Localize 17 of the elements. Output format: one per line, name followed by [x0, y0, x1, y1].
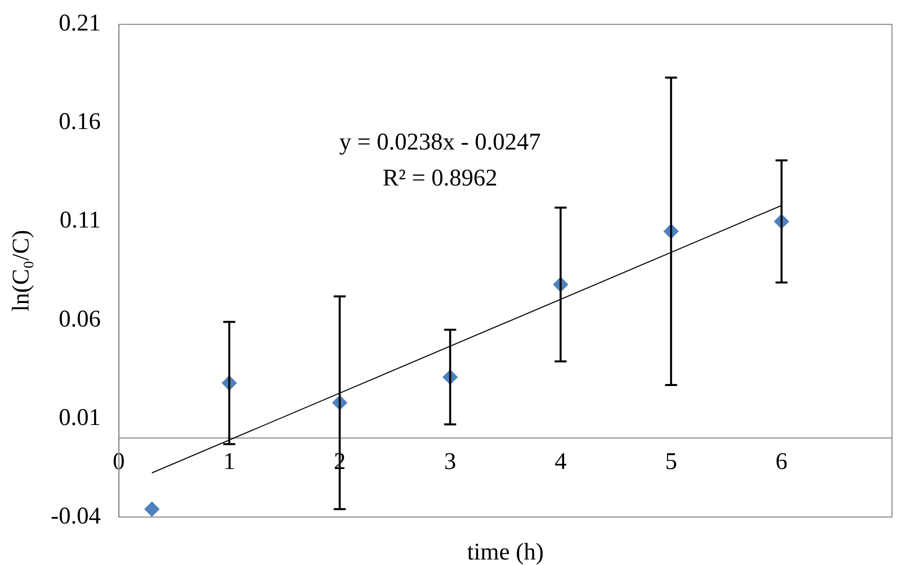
x-tick-label: 1	[223, 448, 236, 475]
y-tick-label: -0.04	[50, 503, 101, 530]
x-tick-label: 0	[112, 448, 125, 475]
y-tick-label: 0.01	[58, 404, 101, 431]
annotation: R² = 0.8962	[382, 165, 498, 192]
x-tick-label: 6	[776, 448, 788, 475]
x-tick-label: 3	[444, 448, 456, 475]
x-axis-title: time (h)	[467, 539, 544, 565]
x-tick-label: 5	[665, 448, 678, 475]
y-tick-label: 0.06	[58, 306, 101, 332]
y-axis-title: ln(C₀/C)	[8, 230, 35, 312]
y-tick-label: 0.11	[60, 208, 101, 234]
y-tick-label: 0.21	[58, 10, 101, 37]
x-tick-label: 4	[554, 448, 567, 475]
y-tick-label: 0.16	[58, 109, 101, 136]
annotation: y = 0.0238x - 0.0247	[339, 129, 541, 156]
point	[144, 502, 160, 517]
